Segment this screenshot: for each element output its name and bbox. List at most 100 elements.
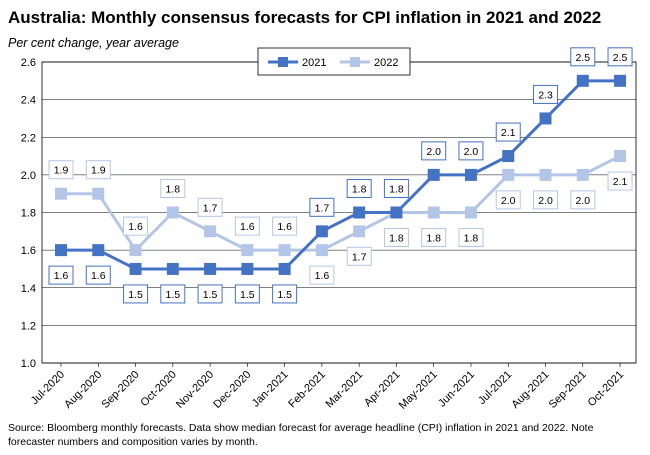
data-label: 2.0 <box>501 195 516 207</box>
data-label-box <box>570 190 596 210</box>
data-label: 2.3 <box>538 89 553 101</box>
series-2021-point <box>353 206 366 219</box>
data-label-box <box>421 141 447 161</box>
series-2022-point <box>278 244 291 257</box>
chart-title: Australia: Monthly consensus forecasts f… <box>8 8 602 27</box>
data-label-box <box>234 284 260 304</box>
series-2022-point <box>353 225 366 238</box>
x-tick-label: Aug-2020 <box>62 369 104 411</box>
data-label: 1.5 <box>203 289 218 301</box>
legend-2022-label: 2022 <box>374 57 398 69</box>
series-2021-line <box>61 79 621 271</box>
data-label-box <box>197 284 223 304</box>
cpi-forecast-chart: 1.01.21.41.61.82.02.22.42.6 Jul-2020Aug-… <box>21 47 637 412</box>
data-label-box <box>346 246 372 266</box>
data-label: 1.5 <box>166 289 181 301</box>
data-label-box <box>234 216 260 236</box>
series-2021-point <box>315 225 328 238</box>
series-2022-point <box>464 206 477 219</box>
data-label: 1.8 <box>464 233 479 245</box>
series-2022-point <box>576 168 589 181</box>
series-2021-point <box>427 168 440 181</box>
series-2022-point <box>166 206 179 219</box>
data-label: 1.8 <box>389 184 404 196</box>
legend-2022-marker <box>350 57 360 67</box>
data-label-box <box>272 216 298 236</box>
data-label: 2.0 <box>538 195 553 207</box>
data-label: 1.7 <box>315 202 330 214</box>
data-label-box <box>48 265 74 285</box>
data-label-box <box>160 284 186 304</box>
x-tick-label: Aug-2021 <box>509 369 551 411</box>
data-label-box <box>85 160 111 180</box>
data-label: 1.8 <box>389 233 404 245</box>
x-tick-label: Nov-2020 <box>174 369 216 411</box>
series-2022-point <box>55 187 67 200</box>
data-label-box <box>48 160 74 180</box>
data-label: 2.5 <box>613 52 628 64</box>
series-2022-point <box>92 187 105 200</box>
data-label: 2.1 <box>501 127 516 139</box>
data-label: 2.5 <box>575 52 590 64</box>
data-label: 1.5 <box>128 289 143 301</box>
series-2021-point <box>129 262 142 275</box>
source-note: Source: Bloomberg monthly forecasts. Dat… <box>8 422 594 448</box>
data-label-box <box>309 197 335 217</box>
y-tick-label: 2.0 <box>21 170 36 182</box>
data-label-box <box>533 84 559 104</box>
y-tick-label: 2.4 <box>21 95 36 107</box>
legend-2021-label: 2021 <box>302 57 326 69</box>
series-2022-point <box>502 168 515 181</box>
series-2022-point <box>241 244 254 257</box>
y-tick-label: 1.0 <box>21 358 36 370</box>
data-label: 1.8 <box>352 184 367 196</box>
data-label: 2.0 <box>575 195 590 207</box>
series-2022-point <box>614 150 627 163</box>
data-label: 1.6 <box>315 270 330 282</box>
series-2021-point <box>166 262 179 275</box>
data-label: 1.8 <box>426 233 441 245</box>
data-label-box <box>85 265 111 285</box>
data-label: 2.1 <box>613 176 628 188</box>
data-label-box <box>458 228 484 247</box>
data-label-box <box>272 284 298 304</box>
data-label: 1.6 <box>91 270 106 282</box>
series-2022-point <box>427 206 440 219</box>
data-label-box <box>495 190 521 210</box>
y-tick-label: 1.6 <box>21 245 36 257</box>
x-tick-label: Dec-2020 <box>211 369 253 411</box>
series-2021-point <box>204 262 217 275</box>
data-label: 1.8 <box>166 184 181 196</box>
data-label-box <box>495 122 521 142</box>
series-2022-point <box>539 168 552 181</box>
data-label-box <box>607 171 633 191</box>
y-tick-label: 1.4 <box>21 283 36 295</box>
series-2022-point <box>204 225 217 238</box>
legend: 2021 2022 <box>257 47 411 76</box>
series-2021-point <box>278 262 291 275</box>
data-label: 2.0 <box>464 146 479 158</box>
data-label: 1.6 <box>128 221 143 233</box>
data-label: 1.9 <box>91 165 106 177</box>
data-label-box <box>123 216 149 236</box>
x-tick-label: Jul-2020 <box>29 369 67 407</box>
y-tick-label: 2.2 <box>21 132 36 144</box>
y-tick-label: 2.6 <box>21 57 36 69</box>
series-2022-line <box>61 154 621 253</box>
data-label-box <box>458 141 484 161</box>
x-tick-label: Oct-2020 <box>138 369 178 409</box>
x-tick-label: Sep-2021 <box>547 369 589 411</box>
data-label-box <box>383 228 409 247</box>
data-label: 1.6 <box>240 221 255 233</box>
data-label-box <box>421 228 447 247</box>
y-tick-label: 1.8 <box>21 208 36 220</box>
data-label-box <box>123 284 149 304</box>
series-2021-point <box>55 244 67 257</box>
series-2021-point <box>92 244 105 257</box>
x-tick-label: Jul-2021 <box>476 369 514 407</box>
data-label: 1.9 <box>54 165 69 177</box>
series-2022-point <box>129 244 142 257</box>
legend-2021-marker <box>278 57 288 67</box>
x-tick-label: Oct-2021 <box>586 369 626 409</box>
series-2021-point <box>539 112 552 125</box>
